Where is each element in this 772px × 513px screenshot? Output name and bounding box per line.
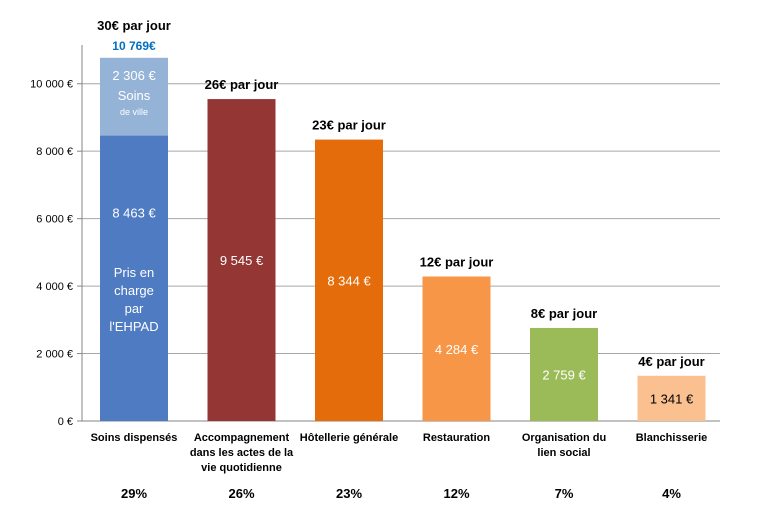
y-tick-label: 4 000 €: [36, 281, 73, 293]
bar-value-label: 9 545 €: [220, 253, 264, 268]
bar-stack-segment: [100, 57, 168, 136]
y-tick-label: 10 000 €: [30, 79, 73, 91]
bar-note-label: l'EHPAD: [109, 319, 158, 334]
category-label: Organisation du: [522, 432, 606, 444]
category-label: Restauration: [423, 432, 491, 444]
y-tick-label: 0 €: [58, 416, 73, 428]
category-label: Blanchisserie: [636, 432, 708, 444]
bar-note-label: Pris en: [114, 265, 154, 280]
bar: [422, 276, 491, 421]
bar: [207, 99, 276, 421]
bar-note-label: par: [125, 301, 144, 316]
category-label: vie quotidienne: [201, 462, 282, 474]
per-day-label: 26€ par jour: [205, 77, 279, 92]
stack-value-label: 2 306 €: [112, 68, 156, 83]
y-tick-label: 2 000 €: [36, 349, 73, 361]
category-label: lien social: [537, 447, 590, 459]
category-label: Soins dispensés: [91, 432, 178, 444]
bar-value-label: 8 463 €: [112, 206, 156, 221]
y-tick-label: 6 000 €: [36, 214, 73, 226]
category-label: dans les actes de la: [190, 447, 294, 459]
stack-sublabel: Soins: [118, 88, 151, 103]
bar-value-label: 1 341 €: [650, 391, 694, 406]
percentage-label: 7%: [555, 486, 574, 501]
bar: [530, 327, 598, 421]
bar-value-label: 4 284 €: [435, 342, 479, 357]
per-day-label: 8€ par jour: [531, 306, 597, 321]
per-day-label: 12€ par jour: [420, 255, 494, 270]
category-label: Hôtellerie générale: [300, 432, 398, 444]
bar-note-label: charge: [114, 283, 154, 298]
percentage-label: 26%: [228, 486, 254, 501]
bar-value-label: 8 344 €: [327, 273, 371, 288]
per-day-label: 4€ par jour: [638, 354, 704, 369]
percentage-label: 23%: [336, 486, 362, 501]
bar: [637, 375, 706, 421]
per-day-label: 23€ par jour: [312, 118, 386, 133]
category-label: Accompagnement: [194, 432, 290, 444]
bar: [100, 135, 168, 421]
bar-value-label: 2 759 €: [542, 367, 586, 382]
total-label: 10 769€: [112, 39, 156, 53]
bar: [315, 139, 383, 421]
percentage-label: 29%: [121, 486, 147, 501]
y-tick-label: 8 000 €: [36, 146, 73, 158]
percentage-label: 4%: [662, 486, 681, 501]
per-day-label: 30€ par jour: [97, 18, 171, 33]
percentage-label: 12%: [443, 486, 469, 501]
stack-sublabel-2: de ville: [120, 107, 148, 117]
